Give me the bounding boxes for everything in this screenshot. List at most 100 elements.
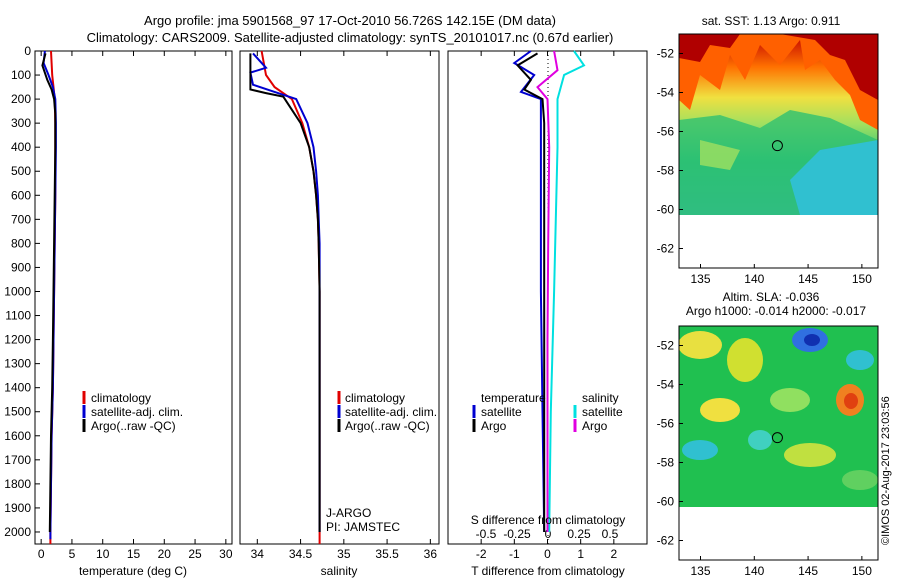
depth-tick-label: 500 [11,164,31,178]
depth-tick-label: 1100 [5,309,31,323]
x-tick-label: -2 [476,547,487,561]
salinity-xlabel: salinity [321,564,358,578]
x-tick-label: -1 [509,547,520,561]
depth-tick-label: 300 [11,116,31,130]
sla-patches [679,328,878,490]
x-tick-label: 0 [544,547,551,561]
depth-ticks: 0 100 200 300 400 500 600 700 800 900 1000 1100 1200… [4,44,40,539]
temperature-xlabel: temperature (deg C) [79,564,187,578]
depth-tick-label: 1900 [4,501,31,515]
temperature-lines [41,50,57,544]
s-tick-label: 0 [545,527,552,541]
depth-tick-label: 1200 [4,333,31,347]
depth-tick-label: 1500 [4,405,31,419]
x-tick-label: 34.5 [289,547,313,561]
legend-satellite-label: satellite-adj. clim. [91,405,183,419]
sla-map-title: Altim. SLA: -0.036 [723,290,820,304]
lat-tick-label: -58 [657,164,675,178]
salinity-axes [239,50,440,545]
temperature-ticks: 0 5 10 15 20 25 30 [38,51,233,561]
timestamp-label: ©IMOS 02-Aug-2017 23:03:56 [880,396,892,545]
depth-tick-label: 100 [11,68,31,82]
s-tick-label: 0.25 [567,527,591,541]
legend-climatology-label: climatology [91,391,151,405]
temperature-legend: climatology satellite-adj. clim. Argo(..… [82,391,183,433]
sla-map: Altim. SLA: -0.036 Argo h1000: -0.014 h2… [657,290,879,579]
legend-climatology-label: climatology [345,391,405,405]
sla-map-frame [678,325,879,561]
lat-tick-label: -56 [657,417,675,431]
x-tick-label: 2 [610,547,617,561]
sla-map-ticks: 135 140 145 150 -52 -54 -56 -58 -60 -62 [657,339,873,579]
depth-tick-label: 1400 [4,381,31,395]
s-difference-label: S difference from climatology [471,513,626,527]
temperature-panel: 0100200300400500600700800900100011001200… [4,44,233,578]
lat-tick-label: -62 [657,534,675,548]
lon-tick-label: 150 [852,272,872,286]
lat-tick-label: -52 [657,339,675,353]
legend-temp-argo-label: Argo [481,419,507,433]
difference-lines [512,50,586,533]
lat-tick-label: -56 [657,125,675,139]
argo-position-marker [771,432,783,444]
depth-tick-label: 1800 [4,477,31,491]
lat-tick-label: -54 [657,86,675,100]
figure-title-line2: Climatology: CARS2009. Satellite-adjuste… [87,30,614,45]
series-line-argo [249,53,321,532]
figure-title-line1: Argo profile: jma 5901568_97 17-Oct-2010… [144,13,556,28]
sst-patches [679,34,878,215]
x-tick-label: 34 [251,547,265,561]
lat-tick-label: -60 [657,203,675,217]
depth-tick-label: 800 [11,236,31,250]
program-label: J-ARGO [326,506,371,520]
pi-label: PI: JAMSTEC [326,520,400,534]
lon-tick-label: 140 [744,564,764,578]
s-tick-label: -0.25 [503,527,531,541]
salinity-panel: 34 34.5 35 35.5 36 salinity climatology sate… [239,50,440,578]
legend-temperature-header: temperature [481,391,546,405]
lat-tick-label: -62 [657,242,675,256]
legend-sal-argo-label: Argo [582,419,608,433]
legend-satellite-label: satellite-adj. clim. [345,405,437,419]
x-tick-label: 15 [127,547,141,561]
x-tick-label: 25 [188,547,202,561]
x-tick-label: 0 [38,547,45,561]
legend-salinity-header: salinity [582,391,619,405]
difference-legend: temperature salinity satellite Argo sate… [472,391,623,433]
difference-panel: -2 -1 0 1 2 -0.5 -0.25 0 0.25 0.5 S difference fr… [447,50,648,578]
salinity-lines [249,50,321,544]
depth-tick-label: 600 [11,188,31,202]
lat-tick-label: -52 [657,47,675,61]
t-difference-xlabel: T difference from climatology [471,564,625,578]
x-tick-label: 1 [577,547,584,561]
series-line-salinity-argo [536,50,559,532]
series-line-temperature-satellite [512,50,546,533]
depth-tick-label: 900 [11,260,31,274]
depth-tick-label: 1600 [4,429,31,443]
depth-tick-label: 1700 [4,453,31,467]
x-tick-label: 10 [96,547,110,561]
salinity-ticks: 34 34.5 35 35.5 36 [251,51,438,561]
depth-tick-label: 200 [11,92,31,106]
sst-map-ticks: 135 140 145 150 -52 -54 -56 -58 -60 -62 [657,47,873,287]
lon-tick-label: 150 [852,564,872,578]
series-line-temperature-argo [516,52,546,532]
depth-tick-label: 1000 [4,284,31,298]
depth-tick-label: 1300 [4,357,31,371]
lat-tick-label: -58 [657,456,675,470]
depth-tick-label: 400 [11,140,31,154]
lon-tick-label: 140 [744,272,764,286]
depth-tick-label: 2000 [4,525,31,539]
sla-map-subtitle: Argo h1000: -0.014 h2000: -0.017 [686,304,866,318]
legend-sal-satellite-label: satellite [582,405,623,419]
x-tick-label: 30 [219,547,233,561]
s-tick-label: -0.5 [476,527,497,541]
temperature-axes [34,50,233,545]
lon-tick-label: 135 [690,564,710,578]
lon-tick-label: 145 [798,272,818,286]
x-tick-label: 35 [337,547,351,561]
x-tick-label: 36 [424,547,438,561]
salinity-legend: climatology satellite-adj. clim. Argo(..… [337,391,437,433]
legend-argo-label: Argo(..raw -QC) [345,419,430,433]
